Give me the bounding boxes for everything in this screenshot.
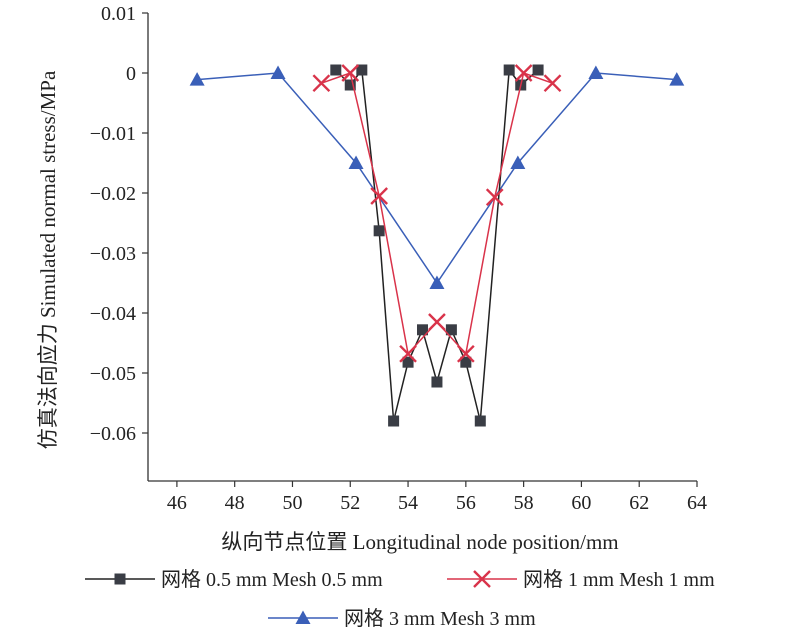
data-point	[417, 324, 428, 336]
data-point	[402, 356, 414, 368]
x-tick-label: 62	[629, 492, 649, 514]
data-point	[370, 187, 389, 205]
y-tick-label: −0.02	[90, 183, 136, 205]
legend-item-1: 网格 1 mm Mesh 1 mm	[447, 568, 715, 591]
y-tick-label: 0	[126, 63, 136, 85]
marker-stroke	[456, 344, 475, 363]
data-point	[348, 155, 364, 169]
data-point	[669, 72, 685, 86]
data-point	[588, 65, 604, 79]
data-point	[445, 324, 457, 336]
data-point	[503, 64, 515, 76]
series-layer	[189, 64, 685, 427]
data-point	[312, 74, 331, 93]
data-point	[456, 344, 475, 363]
x-tick-label: 52	[340, 492, 360, 514]
series-line	[197, 72, 677, 285]
data-point	[399, 344, 417, 363]
data-point	[532, 64, 544, 76]
x-tick-label: 48	[225, 492, 245, 514]
legend: 网格 0.5 mm Mesh 0.5 mm 网格 1 mm Mesh 1 mm 网格…	[85, 568, 715, 630]
data-point	[543, 74, 562, 93]
y-tick-label: 0.01	[101, 3, 136, 25]
x-tick-label: 64	[687, 492, 707, 514]
marker-stroke	[428, 313, 446, 331]
marker-stroke	[485, 188, 504, 207]
marker-stroke	[341, 64, 360, 82]
series-1	[312, 64, 562, 363]
y-tick-label: −0.06	[90, 423, 136, 445]
x-tick-label: 50	[282, 492, 302, 514]
data-point	[485, 188, 504, 207]
x-tick-label: 46	[167, 492, 187, 514]
data-point	[429, 275, 445, 289]
x-tick-label: 58	[514, 492, 534, 514]
y-tick-label: −0.04	[90, 303, 136, 325]
data-point	[460, 356, 472, 368]
data-point	[341, 64, 360, 82]
legend-label: 网格 0.5 mm Mesh 0.5 mm	[161, 568, 383, 591]
series-line	[335, 68, 539, 422]
data-point	[373, 225, 385, 237]
data-point	[474, 415, 486, 427]
data-point	[428, 313, 446, 331]
marker-stroke	[312, 74, 331, 93]
axes: 46 48 50 52 54 56 58 60 62 64 0.01 0 −0.01 −0.02 −0.03…	[90, 3, 707, 514]
data-point	[189, 72, 205, 86]
legend-marker	[114, 573, 126, 585]
y-tick-label: −0.01	[90, 123, 136, 145]
x-tick-label: 54	[398, 492, 418, 514]
data-point	[330, 64, 342, 76]
legend-item-0: 网格 0.5 mm Mesh 0.5 mm	[85, 568, 383, 591]
x-axis-title: 纵向节点位置 Longitudinal node position/mm	[221, 530, 618, 554]
series-2	[189, 65, 685, 289]
data-point	[356, 64, 368, 76]
x-tick-label: 56	[456, 492, 476, 514]
series-line	[321, 72, 553, 356]
legend-marker	[295, 610, 311, 624]
y-tick-label: −0.03	[90, 243, 136, 265]
data-point	[270, 65, 286, 79]
legend-item-2: 网格 3 mm Mesh 3 mm	[268, 607, 536, 630]
y-tick-label: −0.05	[90, 363, 136, 385]
data-point	[514, 64, 533, 82]
legend-marker	[473, 570, 491, 588]
marker-stroke	[543, 74, 562, 93]
y-axis-title: 仿真法向应力 Simulated normal stress/MPa	[36, 70, 60, 449]
marker-stroke	[473, 570, 491, 588]
data-point	[510, 155, 526, 169]
marker-stroke	[514, 64, 533, 82]
legend-label: 网格 3 mm Mesh 3 mm	[344, 607, 536, 630]
data-point	[344, 79, 356, 91]
data-point	[431, 376, 443, 388]
series-0	[330, 64, 544, 427]
marker-stroke	[399, 344, 417, 363]
legend-label: 网格 1 mm Mesh 1 mm	[523, 568, 715, 591]
x-tick-label: 60	[571, 492, 591, 514]
marker-stroke	[370, 187, 389, 205]
data-point	[388, 415, 400, 427]
